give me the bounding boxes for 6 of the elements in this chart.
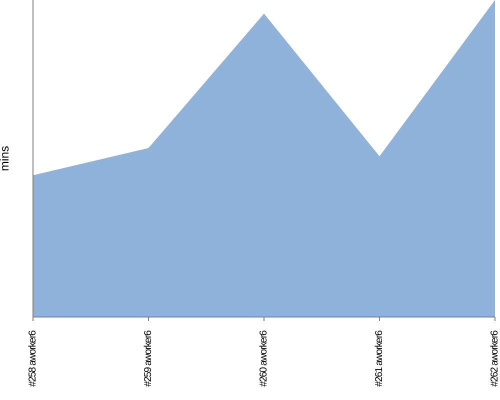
x-tick-label: #261 aworker6 [374, 330, 385, 387]
x-tick-label: #259 aworker6 [143, 330, 154, 387]
y-axis-title: mins [0, 146, 12, 172]
x-tick-label: #260 aworker6 [258, 330, 270, 387]
x-tick-label: #262 aworker6 [490, 330, 500, 387]
x-tick-label: #258 aworker6 [28, 330, 38, 387]
